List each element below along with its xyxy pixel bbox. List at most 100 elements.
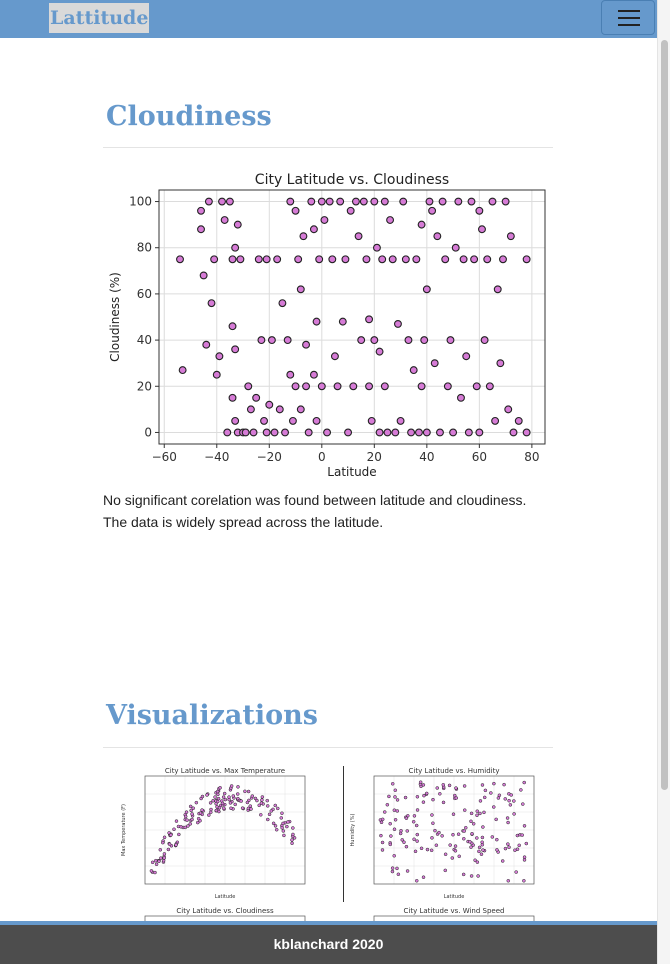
thumbnail-point — [209, 810, 213, 815]
data-point — [454, 197, 463, 206]
description-line-2: The data is widely spread across the lat… — [103, 514, 384, 530]
thumbnail-point — [503, 797, 508, 801]
thumbnail-point — [211, 798, 215, 803]
thumbnail-point — [389, 834, 393, 838]
data-point — [328, 255, 337, 264]
data-point — [338, 317, 347, 326]
thumbnail-point — [172, 827, 176, 832]
data-point — [522, 255, 531, 264]
thumbnail-point — [451, 812, 456, 816]
thumbnail-point — [186, 824, 190, 828]
thumbnail-point — [174, 843, 178, 847]
thumbnail-point — [271, 821, 276, 826]
data-point — [228, 393, 237, 402]
data-point — [262, 255, 271, 264]
data-point — [370, 336, 379, 345]
plot-frame — [158, 189, 546, 445]
thumbnail-point — [229, 806, 233, 811]
thumbnail-point — [266, 817, 270, 822]
data-point — [286, 370, 295, 379]
thumbnail-point — [279, 816, 284, 820]
scrollbar[interactable] — [657, 0, 670, 964]
thumbnail-point — [405, 869, 410, 873]
scrollbar-thumb[interactable] — [661, 40, 668, 790]
thumbnail-point — [431, 797, 435, 802]
thumbnail-point — [380, 848, 385, 852]
data-point — [480, 336, 489, 345]
data-point — [199, 271, 208, 280]
data-point — [260, 416, 268, 425]
data-point — [370, 197, 379, 206]
thumbnail-point — [185, 818, 189, 822]
y-tick-label: 40 — [137, 333, 152, 347]
data-point — [296, 285, 305, 294]
thumbnail-cloudiness[interactable]: City Latitude vs. Cloudiness — [115, 904, 315, 924]
thumbnail-point — [475, 809, 480, 813]
thumbnail-humidity[interactable]: City Latitude vs. Humidity Latitude Humidi… — [344, 764, 544, 904]
data-point — [309, 225, 318, 234]
thumbnail-point — [478, 799, 483, 803]
thumbnail-point — [430, 836, 434, 840]
data-point — [443, 382, 452, 391]
thumbnail-frame — [144, 775, 306, 885]
thumbnail-wind-speed[interactable]: City Latitude vs. Wind Speed — [344, 904, 544, 924]
data-point — [220, 216, 229, 224]
menu-toggle-button[interactable] — [601, 0, 655, 35]
thumbnail-point — [149, 869, 154, 873]
data-point — [488, 197, 497, 206]
x-tick-label: 80 — [524, 450, 539, 464]
data-point — [522, 428, 531, 437]
data-point — [485, 382, 494, 391]
thumbnail-point — [257, 803, 261, 808]
thumbnail-point — [388, 842, 393, 847]
data-point — [204, 197, 213, 206]
thumbnail-point — [450, 856, 455, 860]
brand-link[interactable]: Lattitude — [49, 3, 150, 33]
thumbnail-point — [507, 798, 511, 803]
thumbnail-point — [468, 840, 472, 844]
thumbnail-point — [162, 835, 167, 840]
thumbnail-point — [480, 840, 484, 844]
thumbnail-point — [221, 806, 226, 810]
thumbnail-point — [424, 791, 429, 796]
thumbnail-point — [200, 808, 204, 812]
thumbnail-point — [285, 824, 289, 829]
thumbnail-point — [414, 879, 419, 883]
data-point — [470, 255, 479, 264]
data-point — [296, 405, 305, 414]
thumbnail-max-temperature[interactable]: City Latitude vs. Max Temperature Latitud… — [115, 764, 315, 904]
thumbnail-point — [194, 800, 199, 805]
data-point — [496, 359, 505, 368]
thumbnail-point — [281, 829, 286, 833]
thumbnail-point — [183, 814, 188, 819]
thumbnail-point — [464, 825, 468, 830]
data-point — [265, 400, 274, 409]
data-point — [312, 416, 321, 425]
thumbnail-point — [153, 870, 157, 875]
thumbnail-point — [166, 847, 171, 852]
thumbnail-point — [169, 833, 173, 837]
data-point — [430, 359, 439, 368]
thumbnail-point — [188, 804, 193, 809]
data-point — [388, 255, 397, 264]
thumbnail-point — [162, 856, 166, 860]
data-point — [475, 428, 484, 437]
thumbnail-point — [398, 831, 403, 836]
thumbnail-point — [245, 800, 250, 805]
thumbnail-point — [462, 808, 467, 812]
data-point — [323, 428, 332, 437]
navbar: Lattitude — [0, 0, 657, 38]
thumbnail-point — [243, 789, 247, 794]
thumbnail-point — [519, 788, 523, 792]
thumbnail-point — [282, 833, 286, 838]
data-point — [499, 255, 507, 264]
thumbnail-point — [239, 799, 243, 803]
data-point — [244, 382, 253, 391]
thumbnail-point — [379, 820, 384, 825]
data-point — [333, 382, 342, 391]
data-point — [475, 206, 484, 215]
thumbnail-frame — [144, 915, 306, 924]
data-point — [409, 366, 418, 375]
thumbnail-point — [490, 835, 495, 839]
thumbnail-y-label: Humidity (%) — [350, 813, 356, 846]
